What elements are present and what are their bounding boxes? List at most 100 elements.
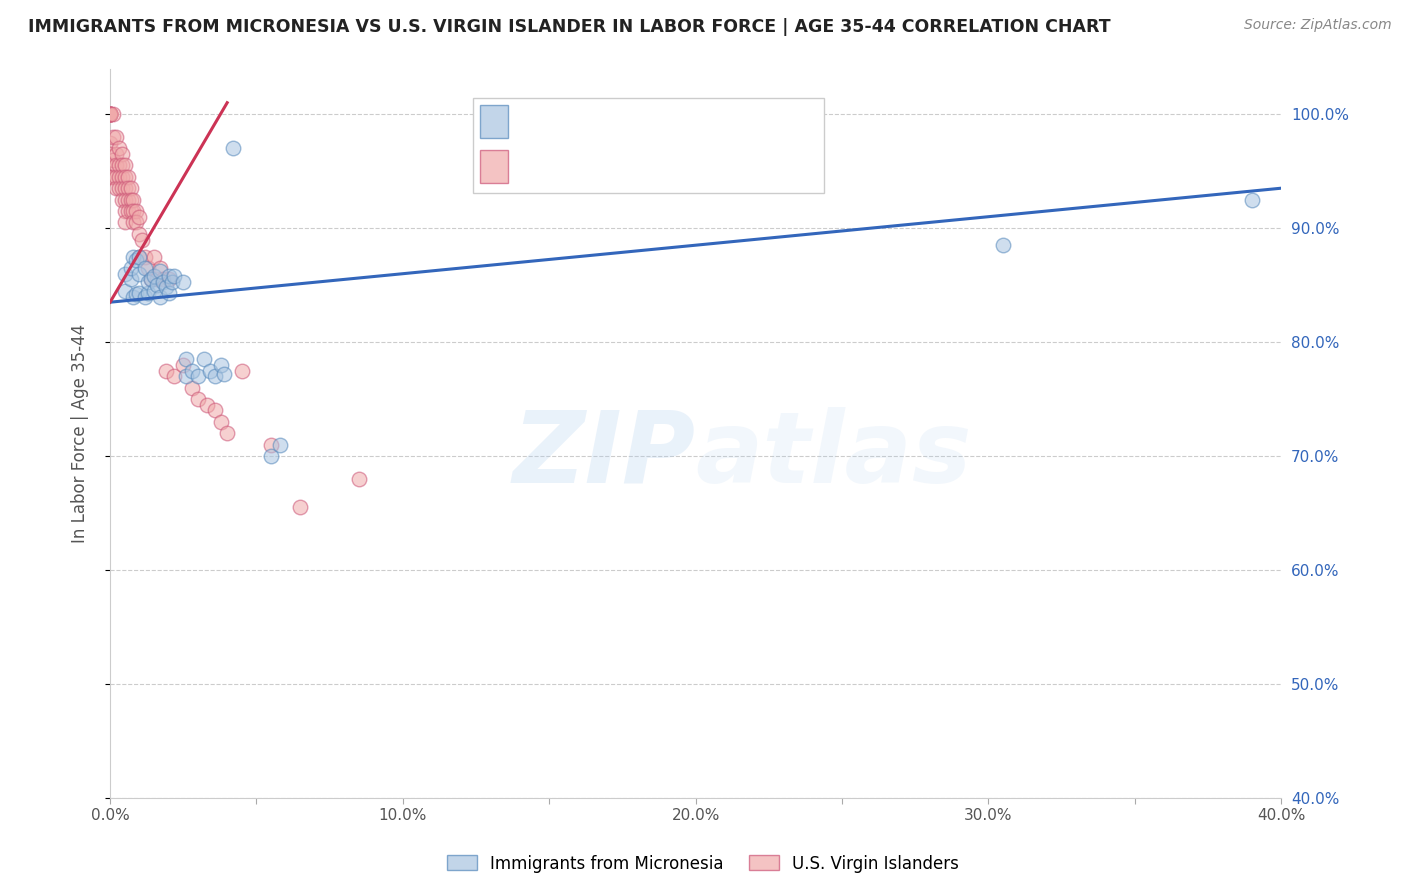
Point (157, 272, 180, 286)
Point (114, 181, 136, 195)
Point (290, 500, 312, 515)
Point (187, 369, 209, 384)
Point (98, 107, 121, 121)
Point (134, 260, 156, 275)
Point (131, 233, 153, 247)
Point (108, 158, 131, 172)
Point (108, 141, 131, 155)
Point (143, 284, 166, 298)
Point (143, 268, 166, 283)
Point (187, 392, 209, 406)
Point (181, 363, 204, 377)
Point (172, 358, 194, 372)
Point (209, 358, 232, 372)
Point (212, 367, 235, 381)
Y-axis label: In Labor Force | Age 35-44: In Labor Force | Age 35-44 (72, 324, 89, 543)
Point (991, 238, 1014, 252)
Text: Source: ZipAtlas.com: Source: ZipAtlas.com (1244, 18, 1392, 32)
Point (101, 107, 124, 121)
Point (209, 415, 232, 429)
Point (198, 363, 221, 377)
Legend: Immigrants from Micronesia, U.S. Virgin Islanders: Immigrants from Micronesia, U.S. Virgin … (440, 848, 966, 880)
Point (260, 449, 283, 463)
Point (269, 438, 291, 452)
Point (114, 284, 136, 298)
Point (174, 369, 197, 384)
Point (101, 153, 124, 167)
Point (108, 169, 131, 184)
Point (347, 472, 370, 486)
Point (139, 272, 162, 286)
Point (122, 215, 145, 229)
Point (114, 215, 136, 229)
Point (98, 107, 121, 121)
Point (101, 129, 124, 144)
Point (157, 286, 180, 301)
Point (98, 107, 121, 121)
Point (222, 141, 245, 155)
Point (139, 272, 162, 286)
Point (136, 260, 159, 275)
Point (155, 363, 177, 377)
Point (114, 204, 136, 219)
Point (98, 169, 121, 184)
Point (163, 369, 186, 384)
Point (128, 250, 150, 264)
Point (117, 193, 139, 207)
Point (204, 403, 226, 417)
Point (149, 289, 172, 303)
Point (125, 215, 148, 229)
Point (122, 289, 145, 303)
Point (101, 169, 124, 184)
Point (104, 147, 127, 161)
Point (149, 260, 172, 275)
Point (128, 227, 150, 241)
Point (1240, 193, 1263, 207)
Point (98, 158, 121, 172)
Point (157, 268, 180, 283)
Point (160, 275, 183, 289)
Point (125, 287, 148, 301)
Point (114, 158, 136, 172)
Point (128, 210, 150, 224)
Text: ZIP: ZIP (513, 407, 696, 504)
Point (195, 398, 218, 412)
Point (98, 136, 121, 150)
Point (125, 204, 148, 219)
Point (111, 169, 134, 184)
Point (128, 286, 150, 301)
Point (152, 272, 174, 286)
Point (122, 193, 145, 207)
Point (217, 426, 239, 441)
Point (193, 352, 215, 367)
Point (111, 181, 134, 195)
Point (98, 107, 121, 121)
Point (136, 275, 159, 289)
Point (163, 268, 186, 283)
Point (128, 250, 150, 264)
Point (114, 193, 136, 207)
Text: IMMIGRANTS FROM MICRONESIA VS U.S. VIRGIN ISLANDER IN LABOR FORCE | AGE 35-44 CO: IMMIGRANTS FROM MICRONESIA VS U.S. VIRGI… (28, 18, 1111, 36)
Point (117, 169, 139, 184)
Text: atlas: atlas (696, 407, 972, 504)
Point (146, 272, 169, 286)
Point (117, 181, 139, 195)
Point (172, 275, 194, 289)
Point (120, 204, 142, 219)
Point (152, 275, 174, 289)
Point (136, 286, 159, 301)
Point (120, 272, 142, 286)
Point (111, 158, 134, 172)
Point (98, 107, 121, 121)
Point (155, 280, 177, 294)
Point (104, 181, 127, 195)
Point (146, 278, 169, 293)
Point (117, 204, 139, 219)
Point (174, 352, 197, 367)
Point (104, 158, 127, 172)
Point (122, 250, 145, 264)
Point (122, 204, 145, 219)
Point (204, 369, 226, 384)
Point (111, 147, 134, 161)
Point (120, 260, 142, 275)
